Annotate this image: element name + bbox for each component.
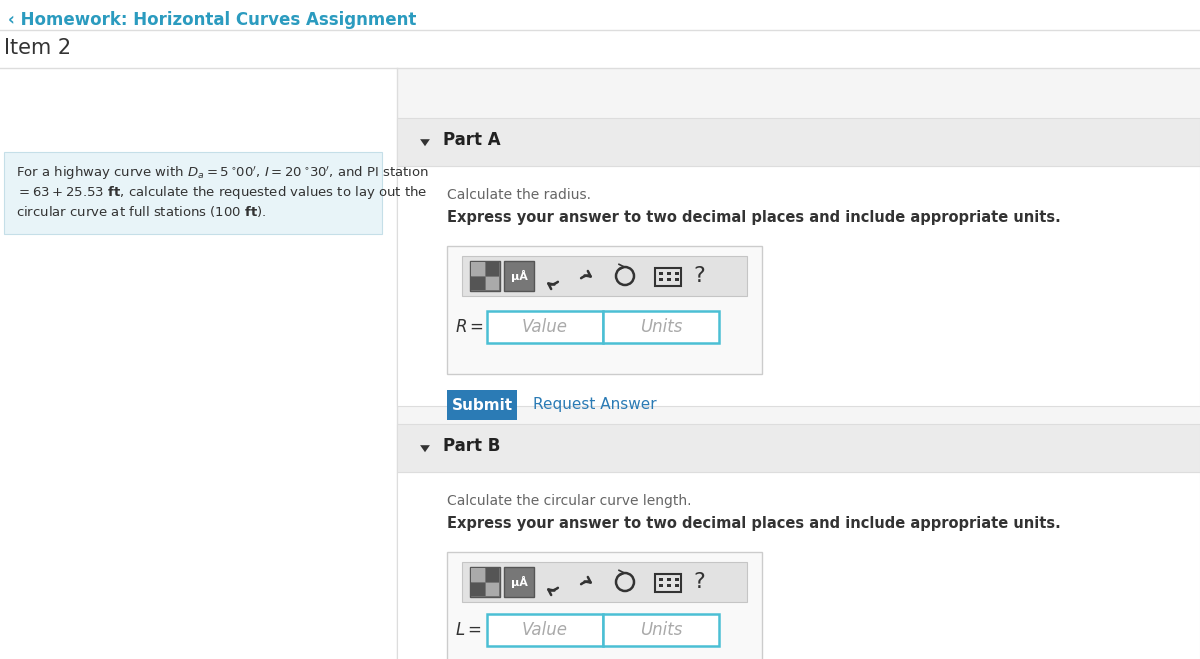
- Bar: [486, 583, 499, 596]
- Text: For a highway curve with $D_a = 5^\circ\!00'$, $I = 20^\circ\!30'$, and PI stati: For a highway curve with $D_a = 5^\circ\…: [16, 164, 430, 181]
- Polygon shape: [420, 139, 430, 146]
- Text: Value: Value: [522, 318, 568, 336]
- Text: ?: ?: [694, 266, 704, 286]
- Bar: [667, 578, 671, 581]
- Bar: [504, 261, 534, 291]
- Text: Express your answer to two decimal places and include appropriate units.: Express your answer to two decimal place…: [446, 516, 1061, 531]
- Text: $R =$: $R =$: [455, 318, 484, 336]
- Text: μÅ: μÅ: [510, 270, 528, 282]
- Text: Item 2: Item 2: [4, 38, 71, 58]
- Text: circular curve at full stations (100 $\mathbf{ft}$).: circular curve at full stations (100 $\m…: [16, 204, 266, 219]
- Bar: [667, 278, 671, 281]
- Text: μÅ: μÅ: [510, 576, 528, 588]
- Text: $= 63 + 25.53\ \mathbf{ft}$, calculate the requested values to lay out the: $= 63 + 25.53\ \mathbf{ft}$, calculate t…: [16, 184, 427, 201]
- Bar: [486, 262, 499, 275]
- Bar: [487, 311, 604, 343]
- Bar: [397, 424, 1200, 472]
- Bar: [470, 567, 500, 597]
- Bar: [397, 68, 1200, 659]
- Bar: [470, 568, 485, 581]
- Bar: [674, 278, 679, 281]
- Bar: [659, 578, 662, 581]
- Bar: [667, 272, 671, 275]
- Polygon shape: [420, 445, 430, 452]
- Bar: [674, 272, 679, 275]
- Bar: [655, 268, 682, 286]
- Bar: [397, 472, 1200, 659]
- Bar: [659, 278, 662, 281]
- Bar: [470, 261, 500, 291]
- Bar: [504, 567, 534, 597]
- Text: $L =$: $L =$: [455, 621, 481, 639]
- Text: Value: Value: [522, 621, 568, 639]
- Text: Units: Units: [640, 621, 682, 639]
- Bar: [470, 262, 485, 275]
- Text: Calculate the radius.: Calculate the radius.: [446, 188, 592, 202]
- Bar: [470, 583, 485, 596]
- Bar: [446, 246, 762, 374]
- Text: ‹ Homework: Horizontal Curves Assignment: ‹ Homework: Horizontal Curves Assignment: [8, 11, 416, 29]
- Bar: [446, 390, 517, 420]
- Bar: [470, 277, 485, 290]
- Bar: [674, 584, 679, 587]
- Bar: [674, 578, 679, 581]
- Text: Units: Units: [640, 318, 682, 336]
- Bar: [659, 584, 662, 587]
- Text: Request Answer: Request Answer: [533, 397, 656, 413]
- Bar: [462, 562, 746, 602]
- Bar: [397, 166, 1200, 406]
- Bar: [604, 614, 719, 646]
- Text: Submit: Submit: [451, 397, 512, 413]
- Bar: [462, 256, 746, 296]
- Bar: [487, 614, 604, 646]
- Text: Part B: Part B: [443, 437, 500, 455]
- Bar: [667, 584, 671, 587]
- Bar: [655, 574, 682, 592]
- Text: Part A: Part A: [443, 131, 500, 149]
- Bar: [486, 277, 499, 290]
- Text: Express your answer to two decimal places and include appropriate units.: Express your answer to two decimal place…: [446, 210, 1061, 225]
- Text: ?: ?: [694, 572, 704, 592]
- Text: Calculate the circular curve length.: Calculate the circular curve length.: [446, 494, 691, 508]
- Bar: [659, 272, 662, 275]
- Bar: [604, 311, 719, 343]
- Bar: [446, 552, 762, 659]
- Bar: [4, 152, 382, 234]
- Bar: [486, 568, 499, 581]
- Bar: [397, 118, 1200, 166]
